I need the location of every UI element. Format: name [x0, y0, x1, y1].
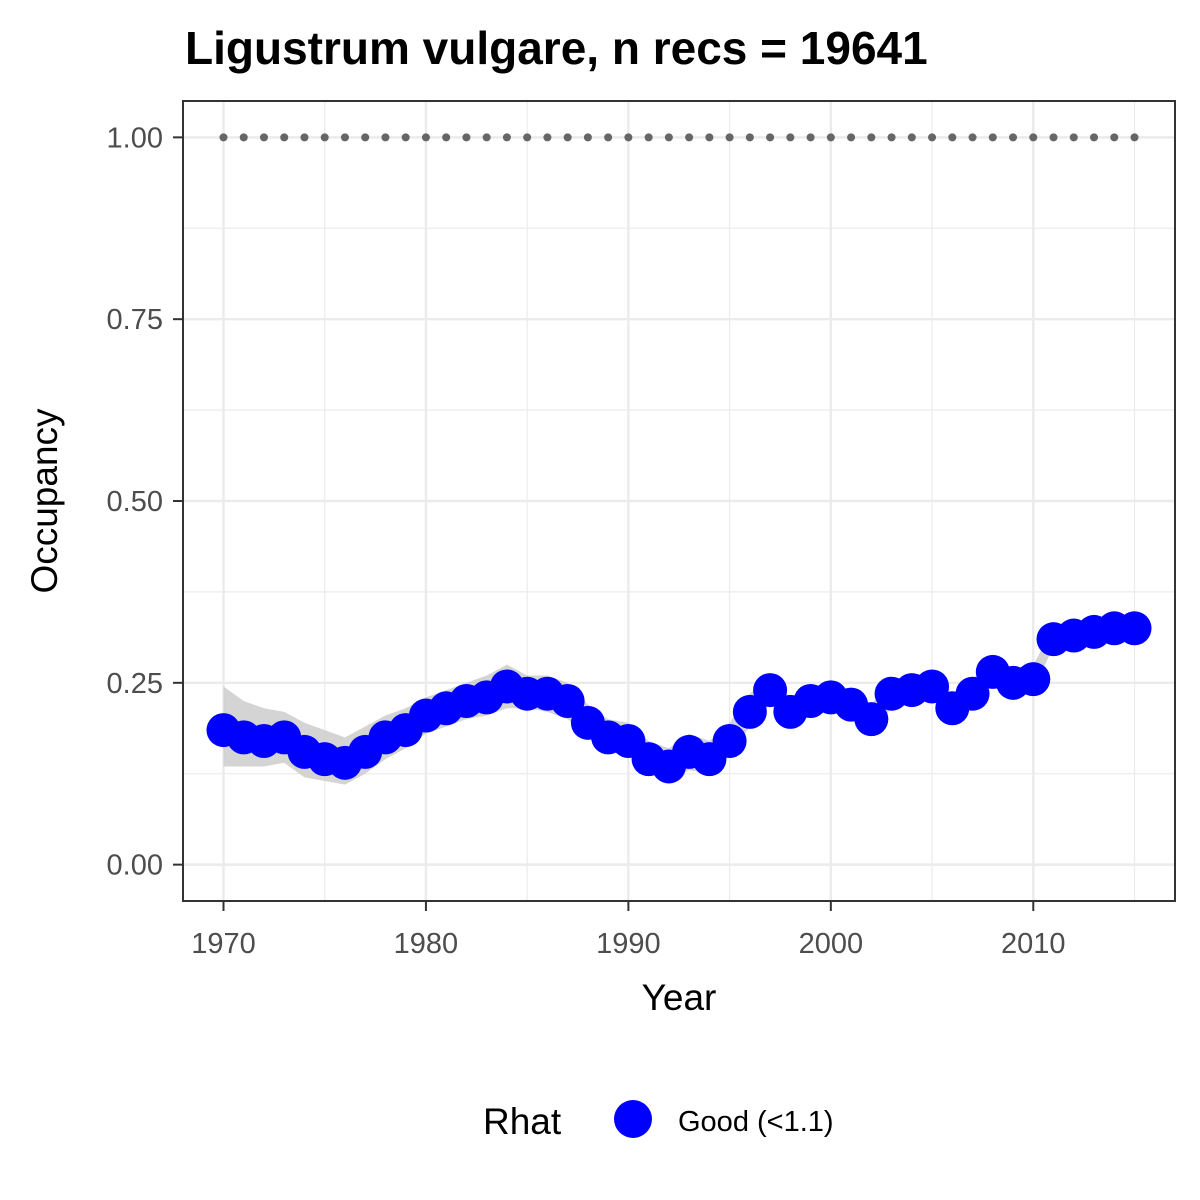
reference-line-dot [1029, 133, 1038, 142]
y-tick-label: 0.00 [107, 850, 163, 882]
reference-line-dot [442, 133, 451, 142]
data-point [712, 724, 747, 758]
reference-line-dot [219, 133, 228, 142]
reference-line-dot [1049, 133, 1058, 142]
reference-line-dot [1130, 133, 1139, 142]
data-point [550, 684, 585, 718]
reference-line-dot [928, 133, 937, 142]
x-tick-label: 1990 [596, 928, 661, 960]
reference-line-dot [1090, 133, 1099, 142]
reference-line-layer [219, 133, 1139, 142]
reference-line-dot [725, 133, 734, 142]
reference-line-dot [745, 133, 754, 142]
data-point [955, 676, 990, 711]
reference-line-dot [502, 133, 511, 142]
reference-line-dot [381, 133, 390, 142]
reference-line-dot [320, 133, 329, 142]
reference-line-dot [563, 133, 572, 142]
reference-line-dot [685, 133, 694, 142]
x-axis-title: Year [642, 977, 717, 1018]
reference-line-dot [988, 133, 997, 142]
reference-line-dot [644, 133, 653, 142]
x-tick-label: 1980 [394, 928, 459, 960]
y-axis-title: Occupancy [24, 408, 65, 594]
reference-line-dot [523, 133, 532, 142]
reference-line-dot [847, 133, 856, 142]
reference-line-dot [786, 133, 795, 142]
reference-line-dot [948, 133, 957, 142]
legend-title: Rhat [483, 1101, 562, 1142]
reference-line-dot [705, 133, 714, 142]
reference-line-dot [1009, 133, 1018, 142]
reference-line-dot [401, 133, 410, 142]
data-point [732, 694, 767, 729]
reference-line-dot [583, 133, 592, 142]
x-tick-label: 2000 [799, 928, 864, 960]
x-tick-label: 2010 [1001, 928, 1066, 960]
data-point [915, 669, 950, 704]
data-point [753, 673, 788, 708]
reference-line-dot [806, 133, 815, 142]
reference-line-dot [664, 133, 673, 142]
data-point [1016, 662, 1051, 697]
reference-line-dot [867, 133, 876, 142]
reference-line-dot [968, 133, 977, 142]
data-point [1117, 611, 1152, 646]
reference-line-dot [280, 133, 289, 142]
legend: Rhat Good (<1.1) [483, 1100, 834, 1142]
legend-label-good: Good (<1.1) [678, 1106, 834, 1138]
reference-line-dot [1069, 133, 1078, 142]
reference-line-dot [259, 133, 268, 142]
reference-line-dot [361, 133, 370, 142]
reference-line-dot [239, 133, 248, 142]
x-tick-label: 1970 [191, 928, 256, 960]
reference-line-dot [604, 133, 613, 142]
reference-line-dot [887, 133, 896, 142]
chart-title: Ligustrum vulgare, n recs = 19641 [185, 22, 928, 74]
data-points-layer [206, 611, 1152, 784]
y-tick-label: 1.00 [107, 122, 163, 154]
reference-line-dot [1110, 133, 1119, 142]
reference-line-dot [340, 133, 349, 142]
reference-line-dot [462, 133, 471, 142]
reference-line-dot [482, 133, 491, 142]
reference-line-dot [826, 133, 835, 142]
legend-key-good [614, 1100, 652, 1138]
y-tick-label: 0.25 [107, 668, 163, 700]
reference-line-dot [421, 133, 430, 142]
y-tick-label: 0.50 [107, 486, 163, 518]
data-point [854, 702, 889, 737]
reference-line-dot [907, 133, 916, 142]
reference-line-dot [624, 133, 633, 142]
axes: 1970 1980 1990 2000 2010 0.00 0.25 0.50 0.75 1.00 [107, 122, 1066, 960]
reference-line-dot [300, 133, 309, 142]
y-tick-label: 0.75 [107, 304, 163, 336]
reference-line-dot [766, 133, 775, 142]
reference-line-dot [543, 133, 552, 142]
